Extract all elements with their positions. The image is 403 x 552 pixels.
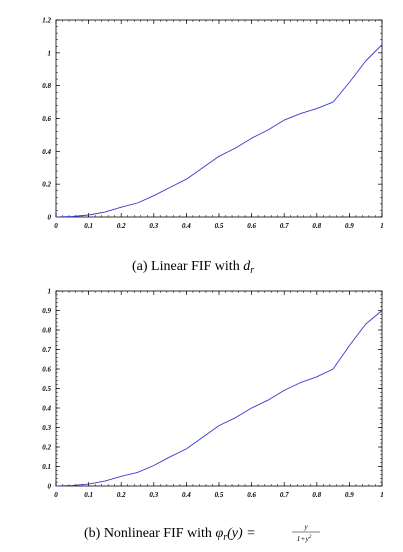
caption-b-frac-den: 1+y2 — [297, 534, 312, 543]
y-tick-label-b: 0.6 — [42, 366, 51, 374]
x-tick-label-b: 0.6 — [247, 491, 256, 499]
caption-b-math: φ — [215, 526, 223, 541]
y-tick-label-b: 0 — [48, 483, 52, 491]
series-line-a — [55, 44, 383, 218]
x-tick-label-b: 0 — [54, 491, 58, 499]
y-tick-label-b: 1 — [48, 288, 52, 296]
y-tick-label-b: 0.8 — [42, 327, 51, 335]
caption-b-frac-den-base: 1+y — [297, 534, 310, 543]
caption-a-sub: r — [250, 265, 254, 276]
y-tick-label-b: 0.1 — [42, 463, 51, 471]
caption-b-arg: (y) = — [227, 526, 256, 541]
caption-b-prefix: (b) Nonlinear FIF with — [84, 526, 215, 541]
x-tick-label-a: 0.4 — [182, 222, 191, 230]
caption-b-frac-den-sup: 2 — [309, 535, 312, 540]
caption-a: (a) Linear FIF with dr — [132, 259, 254, 276]
chart-b: 0 0.1 0.2 0.3 0.4 0.5 0.6 0.7 0.8 0.9 1 0 0.1 0.2 0.3 0… — [42, 288, 384, 500]
y-tick-label-a: 1 — [48, 49, 52, 57]
x-tick-label-a: 0.5 — [215, 222, 224, 230]
x-tick-label-b: 0.2 — [117, 491, 126, 499]
x-tick-label-b: 0.4 — [182, 491, 191, 499]
x-tick-label-a: 0.2 — [117, 222, 126, 230]
y-tick-label-b: 0.9 — [42, 307, 51, 315]
x-tick-label-a: 0.8 — [312, 222, 321, 230]
caption-b-sub: r — [223, 532, 227, 543]
chart-a: 0 0.1 0.2 0.3 0.4 0.5 0.6 0.7 0.8 0.9 1 0 0.2 0.4 0.6 0… — [42, 17, 384, 231]
y-tick-label-b: 0.4 — [42, 405, 51, 413]
x-tick-label-a: 0 — [54, 222, 58, 230]
x-tick-label-b: 0.8 — [312, 491, 321, 499]
y-tick-label-a: 0 — [48, 214, 52, 222]
y-tick-label-a: 0.6 — [42, 115, 51, 123]
y-tick-label-a: 1.2 — [42, 17, 51, 25]
x-tick-label-b: 0.1 — [84, 491, 93, 499]
x-tick-label-a: 0.3 — [149, 222, 158, 230]
caption-a-prefix: (a) Linear FIF with — [132, 259, 243, 274]
caption-b: (b) Nonlinear FIF with φr(y) = — [84, 526, 256, 543]
y-tick-label-b: 0.7 — [42, 346, 51, 354]
caption-b-frac-num: y — [303, 522, 308, 531]
x-tick-label-a: 0.6 — [247, 222, 256, 230]
x-tick-label-b: 1 — [380, 491, 384, 499]
x-tick-label-b: 0.7 — [280, 491, 289, 499]
x-tick-label-a: 0.7 — [280, 222, 289, 230]
x-tick-label-b: 0.5 — [215, 491, 224, 499]
x-tick-label-b: 0.9 — [345, 491, 354, 499]
series-line-b — [55, 310, 383, 487]
x-tick-label-a: 0.1 — [84, 222, 93, 230]
plot-frame-a — [55, 19, 383, 218]
y-tick-label-b: 0.2 — [42, 444, 51, 452]
x-tick-label-a: 0.9 — [345, 222, 354, 230]
caption-a-math: d — [243, 259, 251, 274]
y-tick-label-a: 0.8 — [42, 82, 51, 90]
y-tick-label-a: 0.4 — [42, 148, 51, 156]
y-tick-label-a: 0.2 — [42, 181, 51, 189]
y-tick-label-b: 0.3 — [42, 424, 51, 432]
x-tick-label-b: 0.3 — [149, 491, 158, 499]
y-tick-label-b: 0.5 — [42, 385, 51, 393]
x-tick-label-a: 1 — [380, 222, 384, 230]
plot-frame-b — [55, 290, 383, 487]
